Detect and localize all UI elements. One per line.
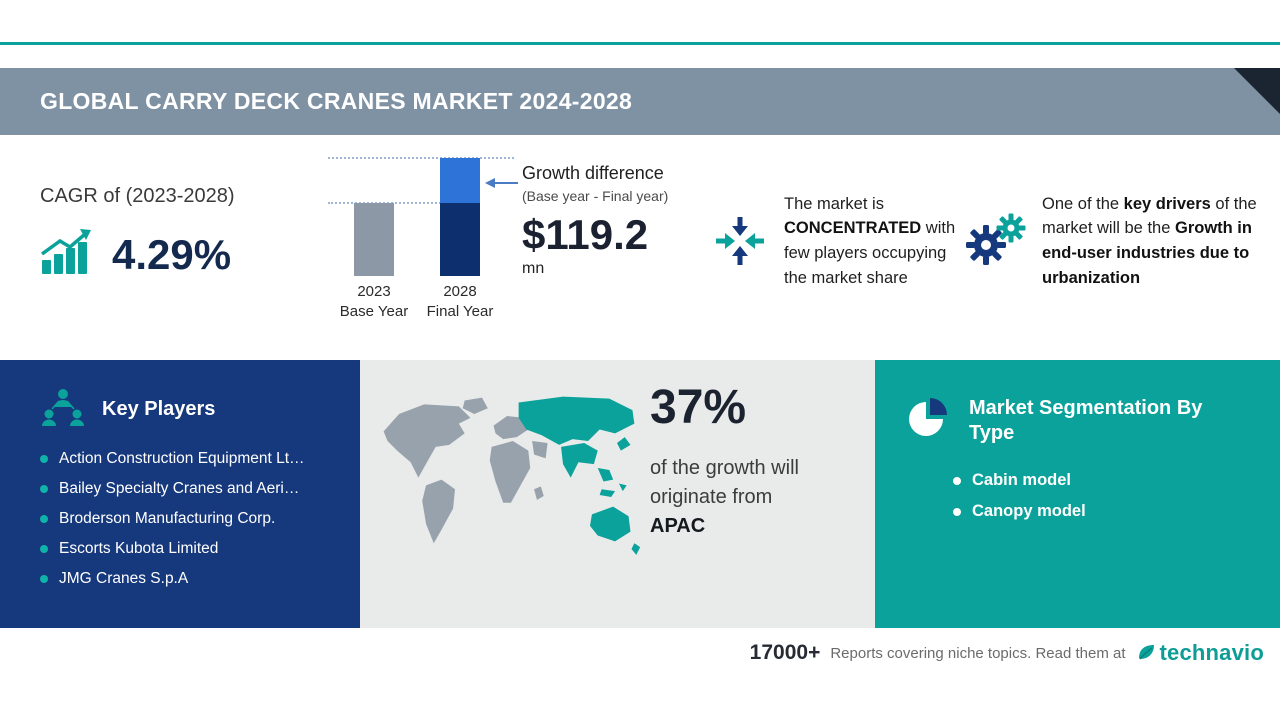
- region-text: of the growth will originate from: [650, 457, 799, 508]
- page-title: GLOBAL CARRY DECK CRANES MARKET 2024-202…: [40, 88, 633, 114]
- cagr-label: CAGR of (2023-2028): [40, 185, 235, 207]
- bar-chart-area: [328, 151, 518, 276]
- cagr-value: 4.29%: [112, 231, 232, 278]
- pie-chart-icon: [909, 398, 947, 436]
- growth-subtitle: (Base year - Final year): [522, 188, 669, 204]
- gears-icon: [966, 213, 1026, 265]
- key-player-item: Escorts Kubota Limited: [40, 540, 340, 557]
- growth-title: Growth difference: [522, 163, 664, 183]
- growth-value: $119.2: [522, 211, 649, 258]
- key-player-item: Bailey Specialty Cranes and Aeri…: [40, 480, 340, 497]
- segmentation-title: Market Segmentation By Type: [969, 397, 1203, 444]
- key-players-title: Key Players: [102, 397, 216, 420]
- bar-chart: 2023 Base Year 2028 Final Year: [328, 151, 518, 326]
- key-players-list: Action Construction Equipment Lt… Bailey…: [40, 450, 340, 587]
- key-player-item: JMG Cranes S.p.A: [40, 570, 340, 587]
- brand-text: technavio: [1159, 640, 1264, 665]
- leaf-icon: [1138, 645, 1154, 660]
- growth-unit: mn: [522, 260, 545, 277]
- key-player-item: Broderson Manufacturing Corp.: [40, 510, 340, 527]
- key-players-panel: Key Players Action Construction Equipmen…: [0, 360, 360, 628]
- regional-growth-text: 37% of the growth will originate from AP…: [650, 384, 865, 541]
- segmentation-list: Cabin model Canopy model: [953, 472, 1256, 520]
- bar-2023: [354, 203, 394, 276]
- regional-growth-panel: 37% of the growth will originate from AP…: [360, 360, 875, 628]
- key-player-item: Action Construction Equipment Lt…: [40, 450, 340, 467]
- header-band: GLOBAL CARRY DECK CRANES MARKET 2024-202…: [0, 68, 1280, 135]
- market-concentration-section: The market is CONCENTRATED with few play…: [714, 175, 966, 307]
- growth-difference-section: Growth difference (Base year - Final yea…: [522, 163, 717, 278]
- bar-label-2028: 2028 Final Year: [426, 283, 494, 321]
- reports-count: 17000+: [749, 641, 821, 664]
- dotted-guide-top: [328, 157, 514, 159]
- cagr-section: CAGR of (2023-2028) 4.29%: [40, 185, 290, 276]
- top-accent-rule: [0, 42, 1280, 45]
- corner-fold: [1234, 68, 1280, 114]
- stats-band: CAGR of (2023-2028) 4.29%: [0, 135, 1280, 360]
- bar-2028: [440, 158, 480, 276]
- segmentation-item: Cabin model: [953, 472, 1256, 489]
- people-network-icon: [42, 389, 84, 426]
- footer: 17000+ Reports covering niche topics. Re…: [0, 628, 1280, 678]
- bar-chart-labels: 2023 Base Year 2028 Final Year: [328, 282, 514, 326]
- footer-text: Reports covering niche topics. Read them…: [830, 644, 1126, 662]
- technavio-logo[interactable]: technavio: [1136, 640, 1265, 666]
- bottom-panels: Key Players Action Construction Equipmen…: [0, 360, 1280, 628]
- key-driver-text: One of the key drivers of the market wil…: [1042, 194, 1257, 287]
- bar-label-2023: 2023 Base Year: [339, 283, 409, 321]
- segmentation-item: Canopy model: [953, 503, 1256, 520]
- world-map: [383, 396, 641, 555]
- concentration-text: The market is CONCENTRATED with few play…: [784, 194, 956, 287]
- region-name: APAC: [650, 515, 706, 537]
- segmentation-panel: Market Segmentation By Type Cabin model …: [875, 360, 1280, 628]
- growth-arrow-icon: [485, 178, 518, 188]
- growth-chart-icon: [40, 229, 91, 274]
- converging-arrows-icon: [716, 217, 764, 265]
- region-percent: 37%: [650, 381, 747, 434]
- key-driver-section: One of the key drivers of the market wil…: [964, 175, 1266, 307]
